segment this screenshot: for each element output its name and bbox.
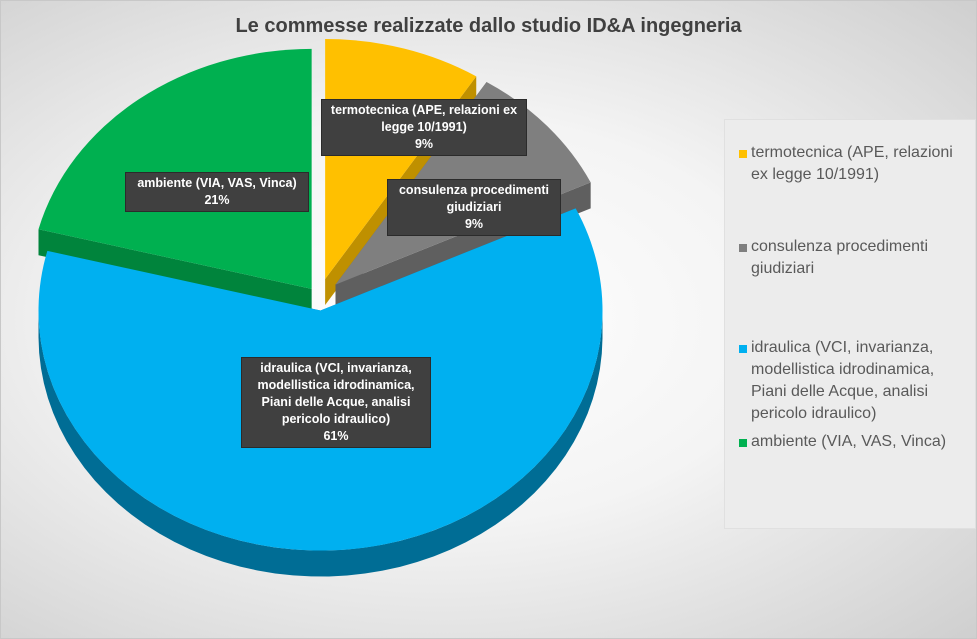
legend-swatch-consulenza [739, 244, 747, 252]
legend-swatch-termotecnica [739, 150, 747, 158]
chart-title: Le commesse realizzate dallo studio ID&A… [235, 15, 742, 37]
legend-item-consulenza: consulenza procedimenti giudiziari [739, 236, 969, 280]
pie-cut-face-ambiente-0 [38, 229, 312, 315]
data-label-termotecnica-pct: 9% [414, 137, 434, 151]
pie-slice-ambiente [38, 48, 312, 289]
legend-swatch-ambiente [739, 439, 747, 447]
data-label-consulenza: consulenza procedimenti giudiziari 9% [387, 179, 561, 236]
data-label-termotecnica: termotecnica (APE, relazioni ex legge 10… [321, 99, 527, 156]
data-label-consulenza-text: consulenza procedimenti giudiziari [398, 183, 550, 214]
legend-label-idraulica: idraulica (VCI, invarianza, modellistica… [751, 339, 935, 422]
legend-item-ambiente: ambiente (VIA, VAS, Vinca) [739, 431, 969, 453]
data-label-idraulica: idraulica (VCI, invarianza, modellistica… [241, 357, 431, 448]
data-label-consulenza-pct: 9% [464, 217, 484, 231]
chart-legend: termotecnica (APE, relazioni ex legge 10… [724, 119, 976, 529]
legend-label-consulenza: consulenza procedimenti giudiziari [751, 238, 928, 277]
data-label-idraulica-pct: 61% [323, 429, 349, 443]
data-label-ambiente-pct: 21% [204, 193, 230, 207]
data-label-idraulica-text: idraulica (VCI, invarianza, modellistica… [257, 361, 415, 426]
legend-label-ambiente: ambiente (VIA, VAS, Vinca) [751, 433, 947, 450]
data-label-ambiente: ambiente (VIA, VAS, Vinca) 21% [125, 172, 309, 212]
legend-swatch-idraulica [739, 345, 747, 353]
data-label-ambiente-text: ambiente (VIA, VAS, Vinca) [137, 176, 297, 190]
legend-item-idraulica: idraulica (VCI, invarianza, modellistica… [739, 337, 969, 425]
legend-item-termotecnica: termotecnica (APE, relazioni ex legge 10… [739, 142, 969, 186]
data-label-termotecnica-text: termotecnica (APE, relazioni ex legge 10… [330, 103, 518, 134]
legend-label-termotecnica: termotecnica (APE, relazioni ex legge 10… [751, 144, 953, 183]
